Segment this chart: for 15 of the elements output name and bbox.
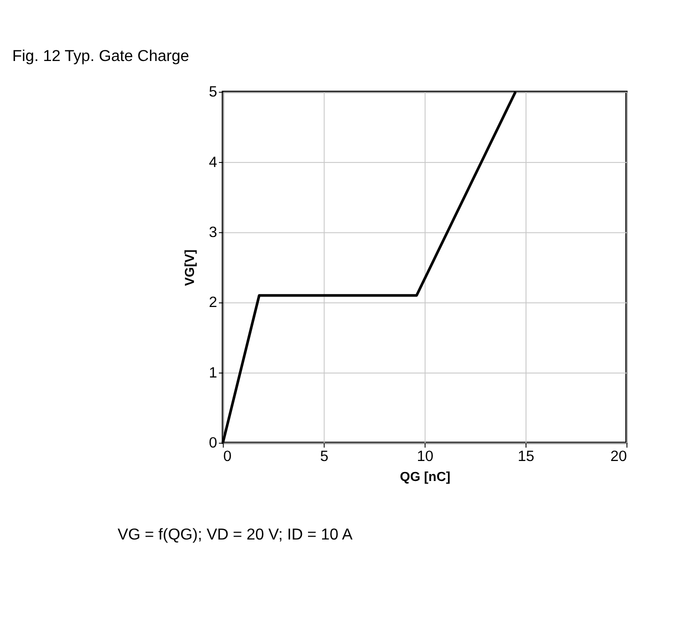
- y-axis-title: VG[V]: [182, 249, 197, 286]
- y-tick-label: 2: [208, 295, 218, 312]
- y-tick-label: 1: [208, 365, 218, 382]
- x-axis-title: QG [nC]: [400, 468, 450, 484]
- y-tick-label: 5: [208, 84, 218, 101]
- y-tick-label: 3: [208, 225, 218, 242]
- x-tick-label: 15: [518, 448, 534, 465]
- text: Fig. 12 Typ. Gate Charge: [12, 48, 190, 66]
- x-tick-label: 5: [320, 448, 328, 465]
- y-tick-label: 0: [208, 436, 218, 452]
- x-tick-label: 10: [416, 448, 434, 465]
- x-tick-label: 0: [223, 448, 232, 465]
- x-tick-label: 20: [610, 448, 627, 465]
- text: VG = f(QG); VD = 20 V; ID = 10 A: [118, 526, 353, 544]
- y-tick-label: 4: [208, 154, 218, 171]
